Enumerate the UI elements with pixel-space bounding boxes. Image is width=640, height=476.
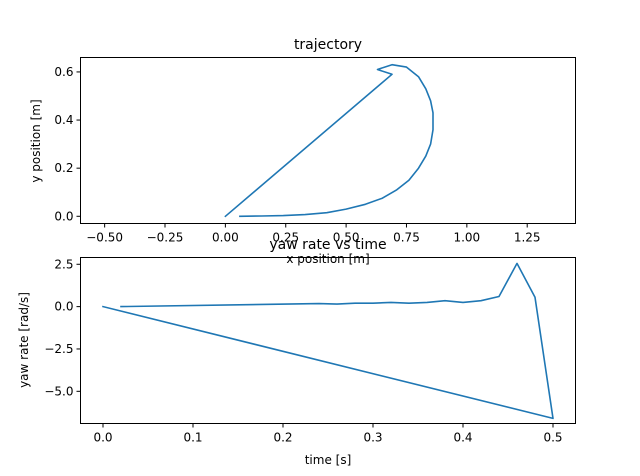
trajectory-x-tick-label: 1.00 [453,231,480,245]
trajectory-y-tick-label: 0.4 [54,113,73,127]
trajectory-title: trajectory [294,37,362,53]
yaw-rate-plot-frame [80,257,576,424]
trajectory-x-axis-label: x position [m] [286,252,369,266]
yaw-rate-y-tick-label: −5.0 [44,384,73,398]
trajectory-x-tick-label: 1.25 [514,231,541,245]
trajectory-x-tick-label: 0.75 [393,231,420,245]
yaw-rate-title: yaw rate vs time [269,237,386,253]
trajectory-y-axis-label: y position [m] [29,99,43,182]
yaw-rate-x-tick-label: 0.5 [543,431,562,445]
trajectory-plot-frame [80,57,576,224]
yaw-rate-x-tick-label: 0.2 [273,431,292,445]
yaw-rate-x-tick-label: 0.0 [93,431,112,445]
trajectory-y-tick-label: 0.6 [54,65,73,79]
trajectory-x-ticks: −0.50 −0.25 0.00 0.25 0.50 0.75 1.00 1.25 [86,223,541,245]
trajectory-axes: trajectory −0.50 −0.25 0.00 0.25 0.50 0.75 1.0… [29,37,576,266]
yaw-rate-series-line [102,262,554,420]
trajectory-x-tick-label: −0.50 [86,231,123,245]
yaw-rate-y-ticks: 2.5 0.0 −2.5 −5.0 [44,257,81,398]
trajectory-x-tick-label: −0.25 [147,231,184,245]
yaw-rate-x-ticks: 0.0 0.1 0.2 0.3 0.4 0.5 [93,423,563,445]
yaw-rate-x-tick-label: 0.1 [183,431,202,445]
yaw-rate-series [102,262,554,420]
trajectory-series [224,63,434,218]
trajectory-y-tick-label: 0.0 [54,209,73,223]
yaw-rate-y-tick-label: 2.5 [54,257,73,271]
yaw-rate-y-tick-label: 0.0 [54,300,73,314]
trajectory-x-tick-label: 0.25 [272,231,299,245]
yaw-rate-y-tick-label: −2.5 [44,342,73,356]
trajectory-x-tick-label: 0.50 [333,231,360,245]
yaw-rate-x-axis-label: time [s] [305,453,352,467]
trajectory-series-line [224,63,434,218]
trajectory-x-tick-label: 0.00 [212,231,239,245]
trajectory-y-tick-label: 0.2 [54,161,73,175]
yaw-rate-x-tick-label: 0.4 [453,431,472,445]
yaw-rate-y-axis-label: yaw rate [rad/s] [17,292,31,388]
trajectory-y-ticks: 0.0 0.2 0.4 0.6 [54,65,81,223]
yaw-rate-axes: yaw rate vs time 0.0 0.1 0.2 0.3 0.4 0.5 2.5 0… [17,237,576,467]
yaw-rate-x-tick-label: 0.3 [363,431,382,445]
